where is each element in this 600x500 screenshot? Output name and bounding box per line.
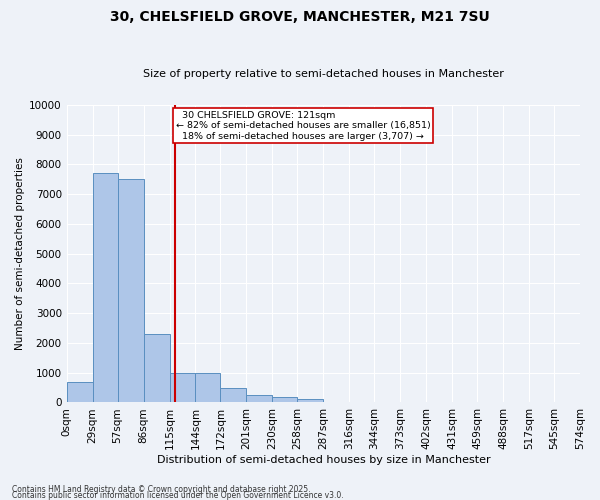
Bar — [118, 179, 143, 402]
Title: Size of property relative to semi-detached houses in Manchester: Size of property relative to semi-detach… — [143, 69, 504, 79]
Text: Contains public sector information licensed under the Open Government Licence v3: Contains public sector information licen… — [12, 490, 344, 500]
Bar — [143, 334, 170, 402]
X-axis label: Distribution of semi-detached houses by size in Manchester: Distribution of semi-detached houses by … — [157, 455, 490, 465]
Bar — [170, 372, 196, 402]
Bar — [247, 395, 272, 402]
Text: Contains HM Land Registry data © Crown copyright and database right 2025.: Contains HM Land Registry data © Crown c… — [12, 484, 311, 494]
Y-axis label: Number of semi-detached properties: Number of semi-detached properties — [15, 157, 25, 350]
Bar — [67, 382, 92, 402]
Bar — [196, 372, 220, 402]
Bar — [92, 173, 118, 402]
Bar — [272, 396, 298, 402]
Bar — [298, 399, 323, 402]
Text: 30, CHELSFIELD GROVE, MANCHESTER, M21 7SU: 30, CHELSFIELD GROVE, MANCHESTER, M21 7S… — [110, 10, 490, 24]
Bar — [220, 388, 247, 402]
Text: 30 CHELSFIELD GROVE: 121sqm
← 82% of semi-detached houses are smaller (16,851)
 : 30 CHELSFIELD GROVE: 121sqm ← 82% of sem… — [176, 110, 431, 140]
